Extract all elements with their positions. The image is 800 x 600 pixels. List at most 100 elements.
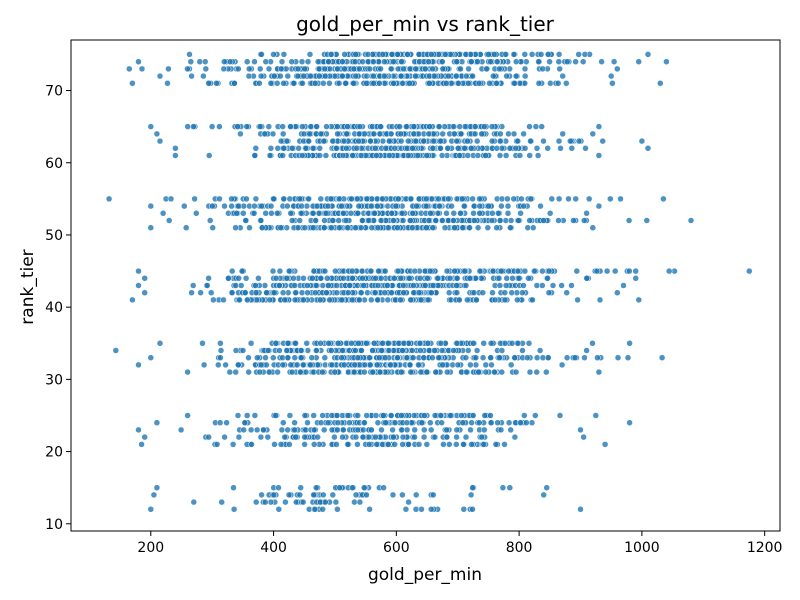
scatter-point <box>182 224 190 231</box>
scatter-point <box>385 340 392 347</box>
scatter-point <box>373 152 380 159</box>
scatter-point <box>361 368 368 376</box>
scatter-point <box>387 361 394 369</box>
scatter-point <box>427 426 435 434</box>
scatter-point <box>394 65 402 73</box>
scatter-point <box>345 289 352 296</box>
scatter-point <box>294 72 302 80</box>
scatter-point <box>320 137 328 145</box>
scatter-point <box>496 354 503 361</box>
scatter-point <box>328 361 336 369</box>
scatter-point <box>480 340 487 347</box>
scatter-point <box>497 426 505 434</box>
scatter-point <box>487 354 494 361</box>
scatter-point <box>298 289 306 296</box>
scatter-point <box>421 282 429 289</box>
scatter-point <box>286 412 294 419</box>
scatter-point <box>255 275 262 282</box>
scatter-point <box>332 498 340 506</box>
scatter-point <box>270 195 277 203</box>
scatter-point <box>306 130 313 138</box>
scatter-point <box>355 202 363 210</box>
scatter-point <box>423 441 431 448</box>
scatter-point <box>420 137 428 145</box>
scatter-point <box>482 361 490 369</box>
scatter-point <box>450 217 457 224</box>
scatter-point <box>240 426 247 434</box>
scatter-point <box>464 347 472 354</box>
scatter-point <box>381 58 388 65</box>
scatter-point <box>382 145 390 152</box>
scatter-point <box>531 267 538 275</box>
scatter-point <box>475 80 483 87</box>
scatter-point <box>390 433 397 441</box>
scatter-point <box>280 419 287 426</box>
scatter-point <box>488 361 495 369</box>
scatter-point <box>290 275 297 282</box>
scatter-point <box>489 267 497 275</box>
scatter-point <box>257 217 265 224</box>
scatter-point <box>221 202 228 210</box>
scatter-point <box>334 426 341 434</box>
scatter-point <box>315 65 323 73</box>
scatter-point <box>196 58 204 65</box>
scatter-point <box>468 58 475 65</box>
scatter-point <box>239 347 247 354</box>
scatter-point <box>371 289 379 296</box>
scatter-point <box>398 210 406 217</box>
scatter-point <box>518 195 525 203</box>
scatter-point <box>390 58 397 65</box>
scatter-point <box>279 361 287 369</box>
scatter-point <box>350 368 358 376</box>
scatter-point <box>568 145 576 152</box>
scatter-point <box>663 58 670 65</box>
scatter-point <box>269 130 277 138</box>
scatter-point <box>241 419 249 426</box>
scatter-point <box>498 368 506 376</box>
scatter-point <box>317 195 325 203</box>
scatter-point <box>340 426 347 434</box>
scatter-point <box>354 210 362 217</box>
scatter-point <box>589 130 597 138</box>
scatter-point <box>310 441 318 448</box>
scatter-point <box>399 491 406 499</box>
scatter-point <box>603 267 611 275</box>
scatter-point <box>572 58 579 65</box>
scatter-point <box>563 354 571 361</box>
scatter-point <box>443 433 451 441</box>
scatter-point <box>270 289 278 296</box>
scatter-point <box>394 267 402 275</box>
scatter-point <box>545 267 553 275</box>
scatter-point <box>363 412 370 419</box>
scatter-point <box>516 152 524 159</box>
scatter-point <box>625 217 633 224</box>
scatter-point <box>341 65 348 73</box>
scatter-point <box>369 347 376 354</box>
scatter-point <box>366 354 373 361</box>
scatter-point <box>135 282 142 289</box>
scatter-point <box>451 267 458 275</box>
scatter-point <box>339 433 346 441</box>
scatter-point <box>349 152 357 159</box>
scatter-point <box>454 361 462 369</box>
scatter-point <box>635 296 643 304</box>
scatter-point <box>274 368 281 376</box>
scatter-point <box>279 123 286 130</box>
scatter-point <box>245 354 252 361</box>
scatter-point <box>373 361 381 369</box>
scatter-point <box>305 137 312 145</box>
scatter-point <box>300 72 308 80</box>
scatter-point <box>370 130 378 138</box>
scatter-point <box>503 275 510 282</box>
scatter-point <box>422 65 429 73</box>
scatter-point <box>391 145 399 152</box>
scatter-point <box>266 296 274 304</box>
scatter-point <box>364 58 372 65</box>
scatter-point <box>491 296 499 304</box>
scatter-point <box>488 217 496 224</box>
scatter-point <box>297 368 304 376</box>
scatter-point <box>496 282 504 289</box>
scatter-point <box>324 202 332 210</box>
scatter-point <box>301 412 309 419</box>
scatter-point <box>463 72 470 80</box>
